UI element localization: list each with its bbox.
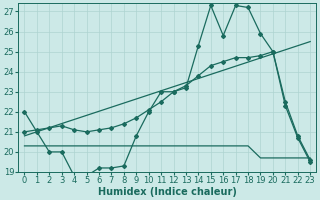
X-axis label: Humidex (Indice chaleur): Humidex (Indice chaleur) (98, 187, 237, 197)
